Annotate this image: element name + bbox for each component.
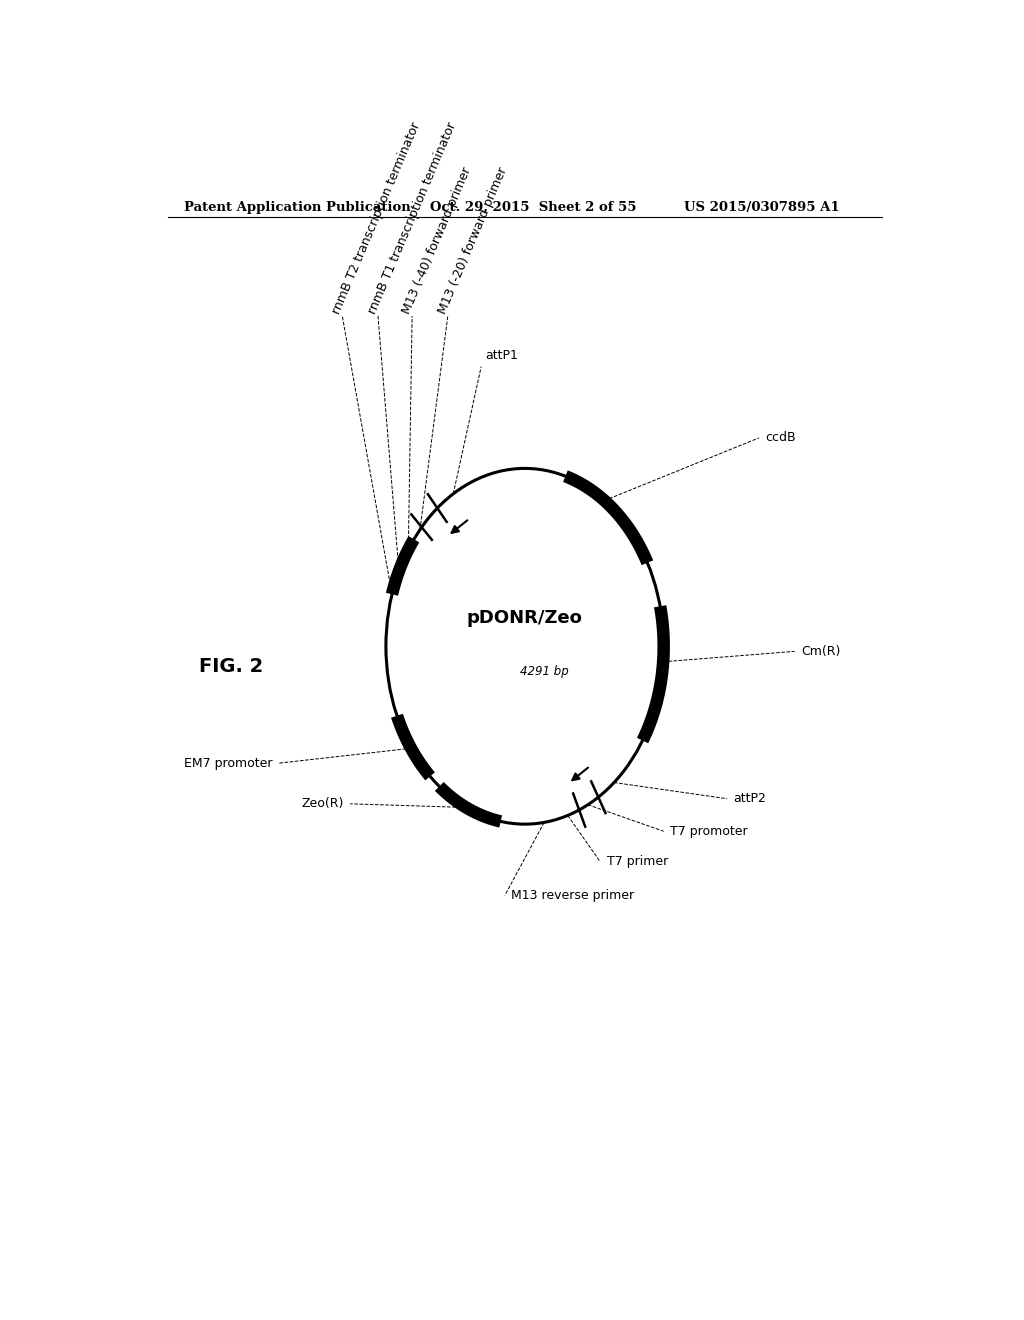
Text: Oct. 29, 2015  Sheet 2 of 55: Oct. 29, 2015 Sheet 2 of 55 (430, 201, 636, 214)
Text: Patent Application Publication: Patent Application Publication (183, 201, 411, 214)
Text: M13 reverse primer: M13 reverse primer (511, 888, 635, 902)
Text: pDONR/Zeo: pDONR/Zeo (467, 609, 583, 627)
Text: M13 (-20) forward primer: M13 (-20) forward primer (436, 165, 510, 315)
Text: rnmB T2 transcription terminator: rnmB T2 transcription terminator (331, 120, 423, 315)
Text: US 2015/0307895 A1: US 2015/0307895 A1 (684, 201, 839, 214)
Text: ccdB: ccdB (765, 432, 796, 445)
Text: attP2: attP2 (733, 792, 766, 805)
Text: attP1: attP1 (485, 348, 518, 362)
Text: 4291 bp: 4291 bp (520, 665, 569, 678)
Text: T7 promoter: T7 promoter (670, 825, 748, 838)
Text: T7 primer: T7 primer (606, 855, 668, 869)
Text: FIG. 2: FIG. 2 (199, 657, 263, 676)
Text: Zeo(R): Zeo(R) (301, 797, 344, 810)
Text: EM7 promoter: EM7 promoter (184, 756, 272, 770)
Text: M13 (-40) forward primer: M13 (-40) forward primer (400, 165, 474, 315)
Text: Cm(R): Cm(R) (801, 645, 841, 657)
Text: rnmB T1 transcription terminator: rnmB T1 transcription terminator (366, 120, 459, 315)
